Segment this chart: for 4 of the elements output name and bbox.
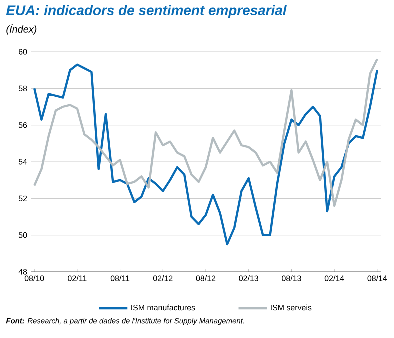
line-series	[33, 64, 379, 246]
chart-title: EUA: indicadors de sentiment empresarial	[6, 5, 288, 18]
line-series	[33, 58, 379, 208]
chart-subtitle: (Índex)	[6, 24, 37, 35]
